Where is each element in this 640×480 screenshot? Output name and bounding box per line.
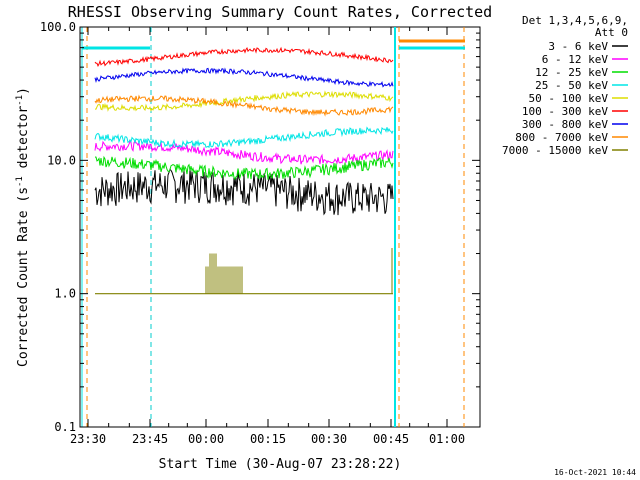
series-line (94, 46, 394, 67)
series-line (94, 155, 394, 181)
series-line (94, 126, 394, 149)
legend-label: 25 - 50 keV (535, 79, 608, 92)
x-tick-label: 00:15 (250, 432, 286, 446)
legend-label: 50 - 100 keV (529, 92, 609, 105)
y-tick-label: 1.0 (54, 287, 76, 301)
y-axis-label-main: Corrected Count Rate (s (16, 187, 31, 367)
legend-label: 300 - 800 keV (522, 118, 608, 131)
x-tick-label: 23:30 (70, 432, 106, 446)
series-line (94, 94, 394, 117)
y-axis-label-mid: detector (16, 106, 31, 177)
x-tick-label: 00:30 (311, 432, 347, 446)
footer-date: 16-Oct-2021 10:44 (554, 468, 636, 477)
x-tick-label: 01:00 (429, 432, 465, 446)
series-line (94, 168, 394, 216)
y-axis-label: Corrected Count Rate (s-1 detector-1) (15, 87, 31, 367)
x-tick-label: 00:00 (188, 432, 224, 446)
y-axis-label-sup2: -1 (15, 95, 25, 106)
y-tick-label: 10.0 (47, 153, 76, 167)
legend-label: 12 - 25 keV (535, 66, 608, 79)
legend-label: 7000 - 15000 keV (502, 144, 608, 157)
series-line (94, 140, 394, 165)
y-tick-label: 100.0 (40, 20, 76, 34)
legend-label: 6 - 12 keV (542, 53, 609, 66)
chart-title: RHESSI Observing Summary Count Rates, Co… (68, 3, 492, 21)
y-tick-label: 0.1 (54, 420, 76, 434)
x-tick-label: 00:45 (373, 432, 409, 446)
legend-header-line-2: Att 0 (595, 26, 628, 39)
plot-frame (79, 26, 481, 428)
legend-label: 3 - 6 keV (548, 40, 608, 53)
y-axis-label-sup1: -1 (15, 176, 25, 187)
legend-header-line-1: Det 1,3,4,5,6,9, (522, 14, 628, 27)
x-axis-label: Start Time (30-Aug-07 23:28:22) (159, 457, 402, 472)
legend-label: 800 - 7000 keV (515, 131, 608, 144)
series-line (94, 67, 394, 88)
y-axis-label-end: ) (16, 87, 31, 95)
x-tick-label: 23:45 (132, 432, 168, 446)
plot-area: 0.1 1.0 10.0 100.0 23:30 23:45 00:00 00:15 00:3… (40, 20, 481, 446)
series-line (95, 90, 394, 112)
legend-label: 100 - 300 keV (522, 105, 608, 118)
